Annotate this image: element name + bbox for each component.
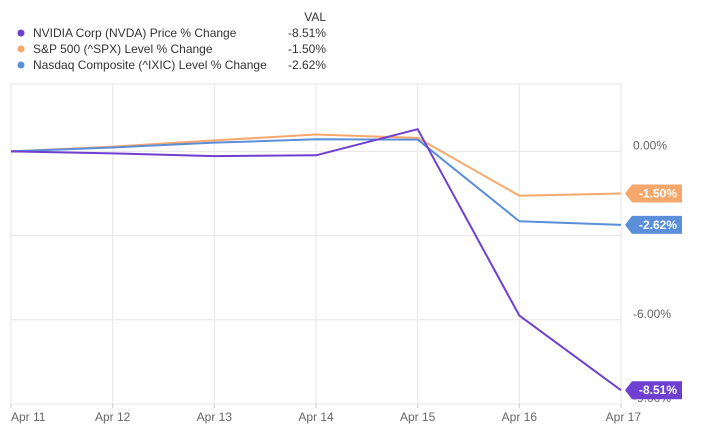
x-tick-label: Apr 15 — [400, 410, 436, 424]
legend-label: S&P 500 (^SPX) Level % Change — [33, 42, 213, 56]
legend-header: VAL — [304, 10, 326, 24]
legend-marker — [17, 45, 25, 53]
value-flag-shape — [625, 381, 682, 400]
x-tick-label: Apr 16 — [502, 410, 538, 424]
series-line — [10, 128, 622, 392]
x-tick-label: Apr 12 — [95, 410, 131, 424]
x-tick-label: Apr 11 — [11, 410, 46, 424]
legend-marker — [17, 29, 25, 37]
series-line — [10, 138, 622, 226]
value-flag: -1.50% — [625, 184, 682, 203]
legend-value: -8.51% — [288, 26, 326, 40]
value-flag-label: -1.50% — [639, 186, 677, 200]
value-flag: -8.51% — [625, 381, 682, 400]
legend: VAL NVIDIA Corp (NVDA) Price % Change -8.5… — [17, 10, 326, 72]
x-tick-label: Apr 17 — [606, 410, 642, 424]
value-flag-label: -8.51% — [639, 383, 677, 397]
plot-area — [10, 83, 622, 405]
y-tick-label: 0.00% — [633, 138, 667, 152]
x-tick-label: Apr 13 — [197, 410, 233, 424]
value-flag-label: -2.62% — [639, 218, 677, 232]
y-tick-label: -6.00% — [633, 307, 671, 321]
legend-marker — [17, 61, 25, 69]
value-flag-shape — [625, 215, 682, 234]
x-tick-label: Apr 14 — [298, 410, 334, 424]
value-flags: -8.51% -1.50% -2.62% — [625, 184, 682, 400]
value-flag-shape — [625, 184, 682, 203]
legend-label: Nasdaq Composite (^IXIC) Level % Change — [33, 58, 267, 72]
value-flag: -2.62% — [625, 215, 682, 234]
legend-value: -2.62% — [288, 58, 326, 72]
y-axis: 0.00%-6.00%-9.00% — [633, 138, 671, 405]
x-axis: Apr 11 Apr 12 Apr 13 Apr 14 Apr 15 Apr 16 Apr … — [10, 404, 642, 424]
legend-value: -1.50% — [288, 42, 326, 56]
legend-label: NVIDIA Corp (NVDA) Price % Change — [33, 26, 237, 40]
